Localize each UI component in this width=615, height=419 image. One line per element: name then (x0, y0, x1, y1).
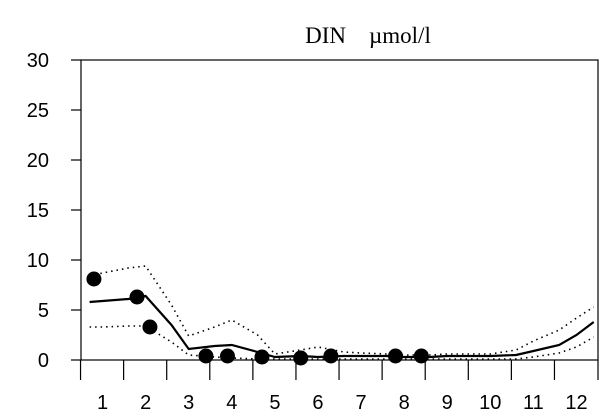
y-tick-label: 0 (38, 350, 49, 372)
plot-border (80, 59, 599, 361)
data-point (86, 271, 102, 287)
data-point (413, 348, 429, 364)
x-tick-label: 11 (523, 392, 544, 414)
points-layer (86, 271, 429, 366)
x-tick-label: 9 (442, 392, 453, 414)
plot-frame (80, 59, 599, 361)
data-point (323, 348, 339, 364)
chart-title: DIN µmol/l (305, 23, 431, 48)
y-tick-label: 20 (27, 150, 49, 172)
x-tick-label: 6 (312, 392, 323, 414)
x-tick-label: 4 (226, 392, 237, 414)
x-tick-label: 10 (479, 392, 501, 414)
y-axis: 0 5 10 15 20 25 30 (27, 50, 81, 372)
x-tick-label: 2 (140, 392, 151, 414)
x-tick-label: 8 (399, 392, 410, 414)
x-tick-label: 12 (565, 392, 587, 414)
data-point (142, 319, 158, 335)
x-axis: 1 2 3 4 5 6 7 8 9 10 11 12 (79, 360, 599, 414)
data-point (219, 348, 235, 364)
x-tick-label: 7 (355, 392, 366, 414)
x-tick-label: 1 (97, 392, 108, 414)
x-tick-label: 3 (183, 392, 194, 414)
data-point (129, 289, 145, 305)
y-tick-label: 5 (38, 300, 49, 322)
y-tick-label: 25 (27, 100, 49, 122)
data-point (293, 350, 309, 366)
y-tick-label: 30 (27, 50, 49, 72)
bound-line (89, 265, 595, 356)
series-layer (89, 265, 595, 360)
data-point (198, 348, 214, 364)
data-point (254, 349, 270, 365)
x-tick-label: 5 (269, 392, 280, 414)
mean-line (89, 294, 595, 359)
y-tick-label: 10 (27, 250, 49, 272)
data-point (388, 348, 404, 364)
bound-line (89, 325, 595, 360)
y-tick-label: 15 (27, 200, 49, 222)
